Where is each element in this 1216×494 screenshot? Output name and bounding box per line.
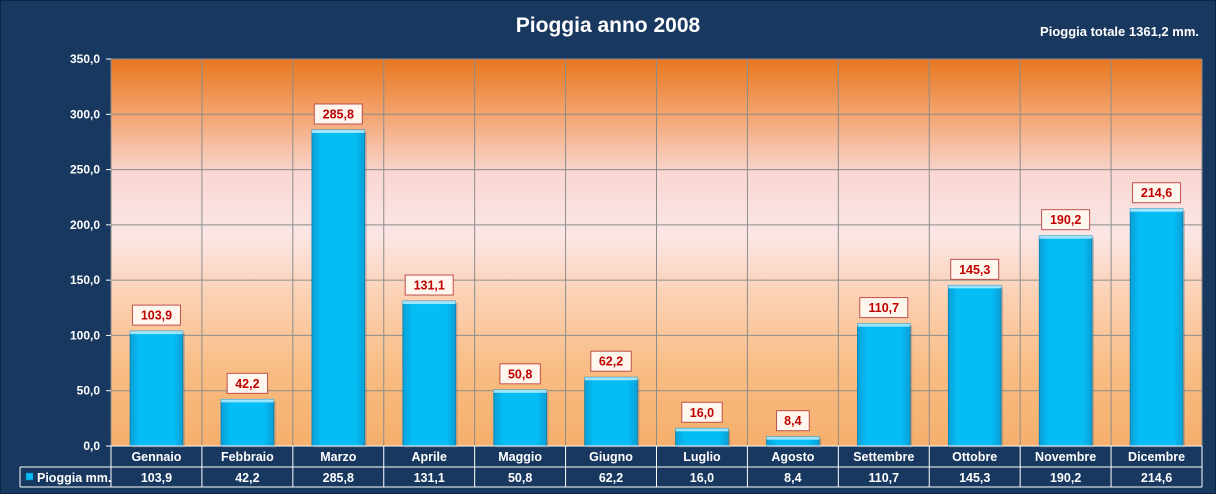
data-label: 42,2 bbox=[235, 377, 259, 391]
data-label: 62,2 bbox=[599, 355, 623, 369]
data-label: 103,9 bbox=[141, 309, 172, 323]
x-category-label: Novembre bbox=[1035, 450, 1096, 464]
bar-top-highlight bbox=[221, 399, 274, 403]
data-label: 190,2 bbox=[1050, 213, 1081, 227]
y-tick-label: 300,0 bbox=[70, 107, 100, 121]
data-label: 16,0 bbox=[690, 406, 714, 420]
x-category-label: Luglio bbox=[683, 450, 721, 464]
bar-top-highlight bbox=[311, 129, 365, 133]
data-label-box bbox=[131, 304, 181, 326]
table-value: 50,8 bbox=[508, 471, 532, 485]
y-tick-label: 150,0 bbox=[70, 273, 100, 287]
x-category-label: Settembre bbox=[853, 450, 914, 464]
x-category-label: Dicembre bbox=[1128, 450, 1185, 464]
bar-top-highlight bbox=[1130, 208, 1183, 212]
legend-swatch bbox=[25, 472, 34, 481]
data-label-box bbox=[1041, 209, 1091, 231]
table-value: 42,2 bbox=[235, 471, 259, 485]
bar-top-highlight bbox=[857, 323, 911, 327]
data-label: 214,6 bbox=[1141, 186, 1172, 200]
table-value: 285,8 bbox=[323, 471, 354, 485]
bar-top-highlight bbox=[1039, 235, 1092, 239]
chart-title: Pioggia anno 2008 bbox=[515, 14, 701, 37]
y-tick-label: 350,0 bbox=[70, 52, 100, 66]
x-category-label: Giugno bbox=[589, 450, 633, 464]
data-label: 131,1 bbox=[414, 279, 445, 293]
y-tick-label: 250,0 bbox=[70, 163, 100, 177]
bar[interactable] bbox=[947, 284, 1002, 447]
y-tick-label: 200,0 bbox=[70, 218, 100, 232]
x-category-label: Agosto bbox=[771, 450, 814, 464]
bar-top-highlight bbox=[584, 377, 638, 381]
data-label: 145,3 bbox=[959, 263, 990, 277]
bar[interactable] bbox=[311, 129, 366, 447]
x-category-label: Maggio bbox=[498, 450, 542, 464]
table-value: 16,0 bbox=[690, 471, 714, 485]
table-value: 131,1 bbox=[414, 471, 445, 485]
bar[interactable] bbox=[129, 330, 184, 447]
x-category-label: Aprile bbox=[411, 450, 446, 464]
table-value: 214,6 bbox=[1141, 471, 1172, 485]
data-label-box bbox=[226, 372, 269, 394]
bar[interactable] bbox=[493, 389, 547, 447]
x-category-label: Febbraio bbox=[221, 450, 274, 464]
data-label-box bbox=[950, 258, 1000, 280]
table-value: 145,3 bbox=[959, 471, 990, 485]
table-value: 190,2 bbox=[1050, 471, 1081, 485]
data-label-box bbox=[499, 363, 541, 385]
y-tick-label: 50,0 bbox=[77, 384, 101, 398]
bar[interactable] bbox=[1038, 235, 1093, 447]
bar[interactable] bbox=[402, 300, 456, 447]
table-value: 62,2 bbox=[599, 471, 623, 485]
bar-top-highlight bbox=[766, 436, 820, 440]
bar-top-highlight bbox=[130, 331, 183, 335]
legend-label: Pioggia mm. bbox=[37, 471, 111, 485]
data-label: 110,7 bbox=[868, 301, 899, 315]
bar[interactable] bbox=[584, 376, 638, 447]
data-label-box bbox=[859, 297, 909, 319]
bar-top-highlight bbox=[675, 428, 729, 432]
data-label: 8,4 bbox=[784, 414, 801, 428]
bar[interactable] bbox=[857, 323, 911, 447]
x-category-label: Marzo bbox=[320, 450, 356, 464]
data-label: 50,8 bbox=[508, 367, 532, 381]
data-label-box bbox=[775, 410, 810, 432]
data-label-box bbox=[404, 274, 454, 296]
y-tick-label: 100,0 bbox=[70, 328, 100, 342]
table-value: 103,9 bbox=[141, 471, 172, 485]
data-label-box bbox=[1132, 182, 1182, 204]
table-value: 110,7 bbox=[868, 471, 899, 485]
data-label-box bbox=[681, 401, 723, 423]
bar-top-highlight bbox=[948, 285, 1002, 289]
data-label: 285,8 bbox=[323, 107, 354, 121]
bar[interactable] bbox=[1129, 208, 1184, 447]
table-value: 8,4 bbox=[784, 471, 801, 485]
y-tick-label: 0,0 bbox=[83, 439, 100, 453]
bar[interactable] bbox=[220, 398, 275, 447]
data-label-box bbox=[590, 350, 632, 372]
x-category-label: Ottobre bbox=[952, 450, 997, 464]
chart-subtitle: Pioggia totale 1361,2 mm. bbox=[1040, 24, 1199, 39]
data-label-box bbox=[313, 103, 363, 125]
x-category-label: Gennaio bbox=[131, 450, 181, 464]
bar-top-highlight bbox=[402, 301, 456, 305]
bar-top-highlight bbox=[493, 389, 547, 393]
